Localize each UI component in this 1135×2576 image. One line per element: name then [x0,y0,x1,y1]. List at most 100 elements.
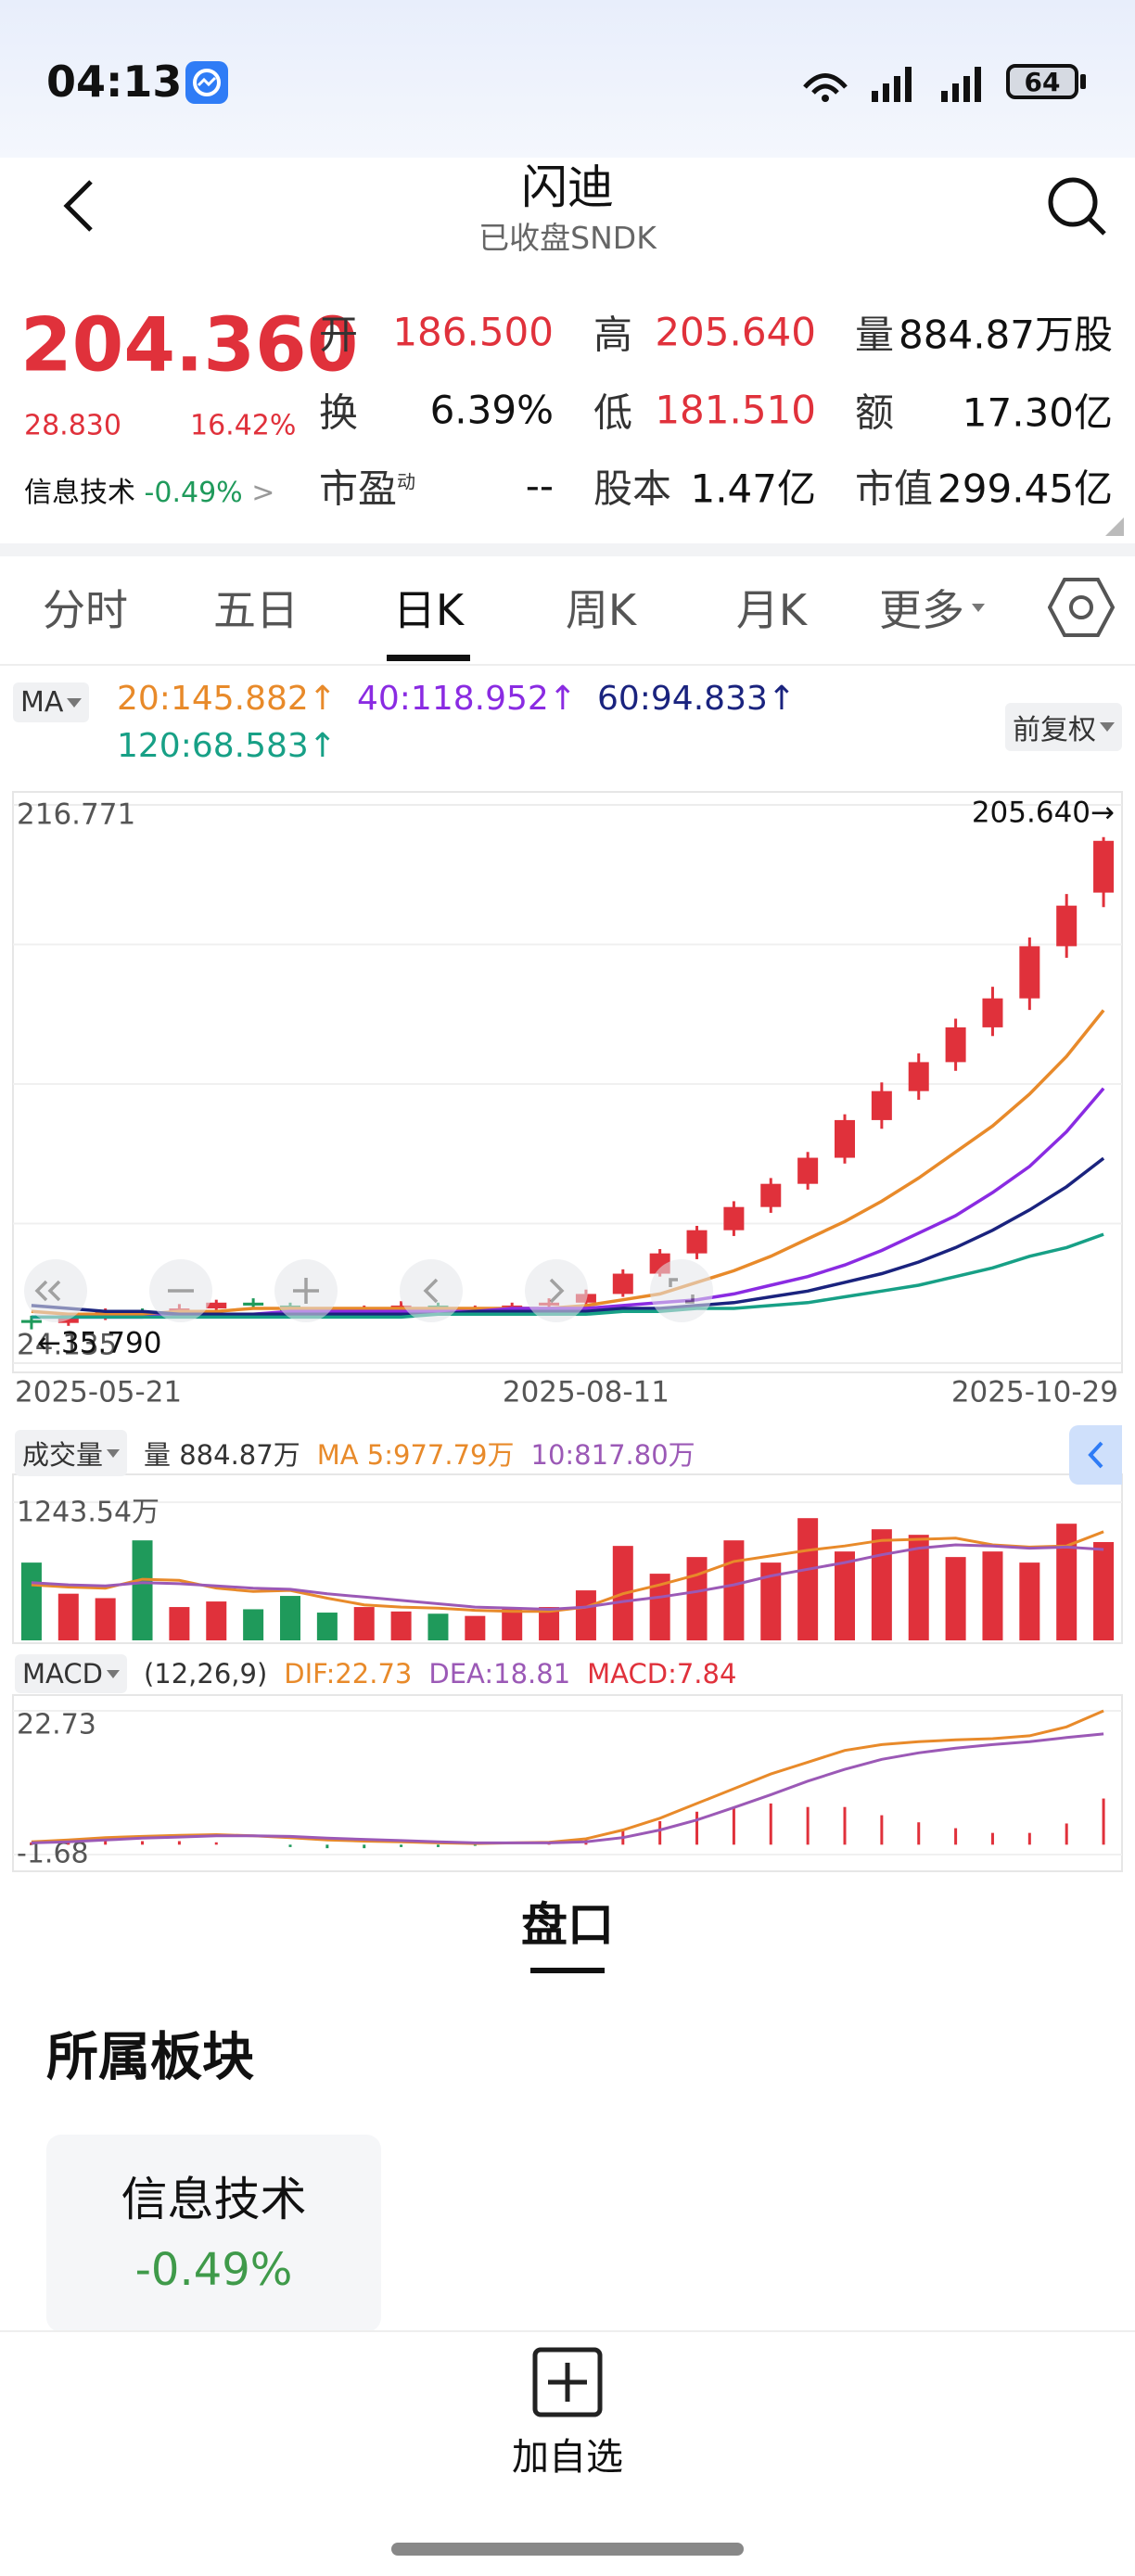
volume-bar [57,1593,79,1640]
change: 28.830 [24,409,121,442]
nav-button-bg [400,1259,463,1322]
nav-button[interactable] [400,1259,463,1322]
volume-current: 量 884.87万 [144,1439,300,1471]
volume-dropdown[interactable]: 成交量 [15,1430,128,1476]
candle-body [908,1062,929,1091]
stat-value: 17.30亿 [962,389,1113,436]
candle-body [243,1302,264,1306]
caret [106,1669,120,1678]
volume-bar [390,1611,412,1640]
macd-frame [12,1694,1123,1872]
stat-value: 299.45亿 [937,465,1113,512]
volume-frame [12,1473,1123,1644]
title: 闪迪 [521,160,614,214]
add-icon[interactable] [531,2346,604,2418]
candle-body [1019,946,1040,999]
candle-body [1093,840,1115,893]
stat-value: 6.39% [429,387,554,433]
stat-label: 高 [593,312,633,358]
battery-tip [1080,74,1086,89]
tab[interactable]: 分时 [43,585,128,635]
stat-label: 换 [319,389,359,436]
add-label[interactable]: 加自选 [512,2436,623,2479]
sector-link[interactable]: 信息技术 -0.49% > [24,477,275,509]
stat-label: 量 [855,312,895,358]
sector-pct: -0.49% [144,477,243,509]
stat-sup: 动 [397,470,416,493]
volume-bar [835,1551,855,1640]
volume-bar [20,1562,42,1640]
ma-legend: 20:145.882↑ 40:118.952↑ 60:94.833↑ 120:68.5… [117,680,905,765]
settings-button[interactable] [1048,575,1115,640]
volume-bar [575,1590,596,1640]
kline-chart: 24.135 216.771 2025-05-21 2025-08-11 2025-10… [12,791,1123,1872]
tab[interactable]: 更多 [848,577,1015,638]
volume-bar [95,1598,116,1640]
volume-bar [316,1613,338,1640]
candle-body [835,1119,855,1158]
ma-legend-item: 120:68.583↑ [117,727,337,765]
stat-label: 开 [319,312,359,358]
tab[interactable]: 周K [565,585,637,635]
volume-bar [1093,1541,1115,1640]
tab-underline [387,655,470,661]
ma-dropdown[interactable]: MA [13,682,90,722]
tab[interactable]: 五日 [213,585,299,635]
volume-bar [132,1540,153,1640]
stat-value: 205.640 [655,309,816,355]
tab[interactable]: 日K [392,585,465,635]
candle-body [1056,905,1078,947]
volume-ma-line [31,1530,1104,1613]
nav-button[interactable] [149,1259,212,1322]
volume-bar [169,1607,190,1640]
volume-bar [502,1609,523,1640]
sector-card[interactable] [46,2135,381,2332]
price-frame [12,791,1123,1373]
nav-button[interactable] [650,1259,713,1322]
stat-label: 股本 [593,465,672,512]
volume-bar [206,1601,227,1640]
ma-legend-item: 20:145.882↑ [117,680,337,718]
candle-body [760,1183,782,1207]
nav-button[interactable] [24,1259,87,1322]
nav-button-icon [293,1278,319,1304]
volume-bar [649,1574,670,1640]
macd-line-label: DEA:18.81 [428,1658,571,1690]
y-tick-label: 22.73 [17,1709,96,1741]
volume-bar [797,1518,819,1640]
collapse-button[interactable] [1069,1425,1122,1485]
stat-value: 186.500 [392,309,554,355]
search-button[interactable] [1043,172,1110,239]
panel-tab[interactable]: 盘口 [521,1898,614,1952]
volume-bar [982,1551,1003,1640]
tab[interactable]: 月K [735,585,808,635]
macd-params: (12,26,9) [143,1658,268,1690]
signal-icons [803,67,981,102]
caret [972,603,985,612]
adjust-dropdown[interactable]: 前复权 [1005,703,1122,751]
stat-label: 市盈动 [319,465,416,512]
nav-button[interactable] [274,1259,338,1322]
app-icon [185,61,228,104]
panel-tab-underline [530,1968,605,1973]
stat-label: 市值 [855,465,934,512]
stat-label: 低 [593,389,633,436]
card-pct: -0.49% [134,2244,293,2296]
high-marker: 205.640→ [972,797,1115,830]
volume-bar [1019,1562,1040,1640]
candle-body [206,1302,227,1309]
caret [107,1448,121,1458]
volume-ma-label: MA 5:977.79万 [316,1439,515,1471]
candle-body [612,1273,633,1294]
macd-dropdown[interactable]: MACD [15,1654,127,1693]
macd-header: MACD (12,26,9) DIF:22.73 DEA:18.81 MACD:7.84 [15,1654,736,1693]
price: 204.360 [20,301,359,389]
back-button[interactable] [56,176,102,236]
macd-line [31,1709,1104,1845]
low-marker: ←35.790 [37,1327,161,1360]
candle-body [945,1027,966,1063]
corner-mark [1105,517,1124,536]
stat-value: -- [525,463,554,509]
nav-button[interactable] [525,1259,588,1322]
